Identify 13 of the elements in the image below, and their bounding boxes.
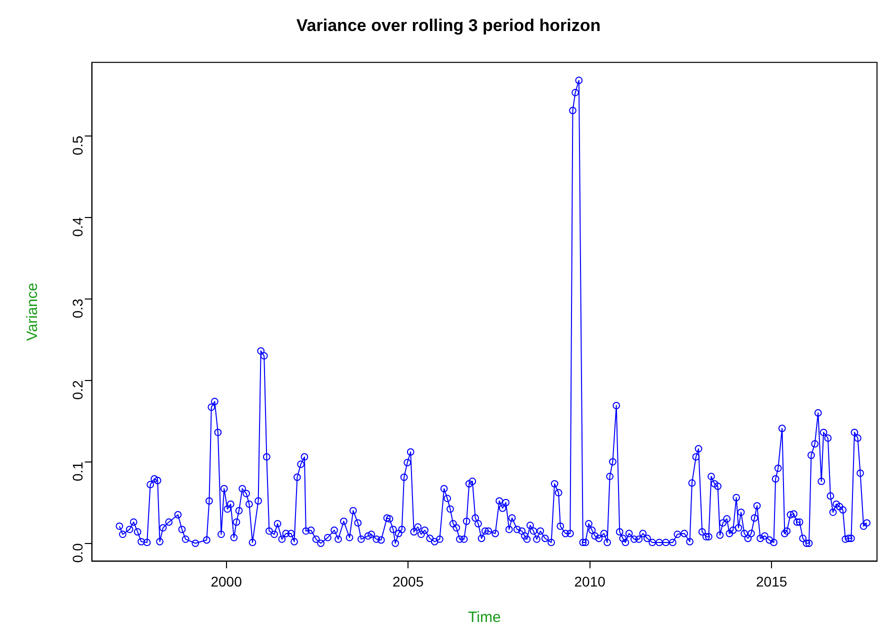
y-tick-label: 0.5 — [70, 136, 86, 156]
chart-title: Variance over rolling 3 period horizon — [296, 16, 601, 35]
y-tick-label: 0.2 — [70, 380, 86, 400]
y-axis-title: Variance — [24, 282, 42, 341]
y-tick-label: 0.3 — [70, 298, 86, 318]
x-tick-label: 2005 — [392, 573, 424, 590]
y-tick-label: 0.1 — [70, 462, 86, 482]
x-axis-title: Time — [468, 609, 501, 626]
x-tick-label: 2015 — [756, 573, 788, 590]
y-tick-label: 0.4 — [70, 217, 86, 237]
x-tick-label: 2010 — [574, 573, 606, 590]
x-tick-label: 2000 — [210, 573, 242, 590]
y-tick-label: 0.0 — [70, 543, 86, 563]
